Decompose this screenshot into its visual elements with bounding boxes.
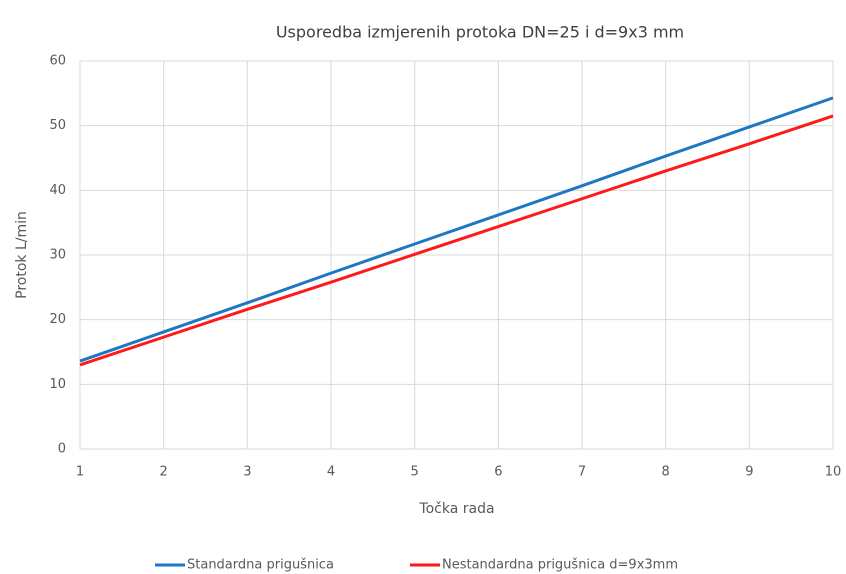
y-tick-label: 30 bbox=[49, 248, 66, 263]
y-tick-label: 20 bbox=[49, 312, 66, 327]
y-tick-label: 60 bbox=[49, 54, 66, 69]
chart-title: Usporedba izmjerenih protoka DN=25 i d=9… bbox=[276, 23, 684, 42]
x-tick-label: 8 bbox=[662, 465, 670, 480]
x-tick-label: 1 bbox=[76, 465, 84, 480]
y-tick-label: 40 bbox=[49, 183, 66, 198]
x-tick-label: 5 bbox=[411, 465, 419, 480]
y-axis-label: Protok L/min bbox=[14, 211, 30, 299]
series-line bbox=[79, 96, 834, 363]
y-tick-label: 10 bbox=[49, 377, 66, 392]
series-line bbox=[79, 114, 834, 367]
legend-label: Standardna prigušnica bbox=[187, 558, 334, 573]
x-tick-label: 6 bbox=[494, 465, 502, 480]
legend-label: Nestandardna prigušnica d=9x3mm bbox=[442, 558, 678, 573]
x-tick-label: 10 bbox=[825, 465, 842, 480]
x-tick-label: 4 bbox=[327, 465, 335, 480]
x-tick-label: 7 bbox=[578, 465, 586, 480]
x-tick-label: 9 bbox=[745, 465, 753, 480]
y-tick-label: 0 bbox=[58, 442, 66, 457]
plot-border bbox=[79, 60, 834, 450]
y-tick-label: 50 bbox=[49, 118, 66, 133]
x-tick-label: 2 bbox=[160, 465, 168, 480]
x-tick-label: 3 bbox=[243, 465, 251, 480]
x-axis-label: Točka rada bbox=[418, 501, 494, 517]
